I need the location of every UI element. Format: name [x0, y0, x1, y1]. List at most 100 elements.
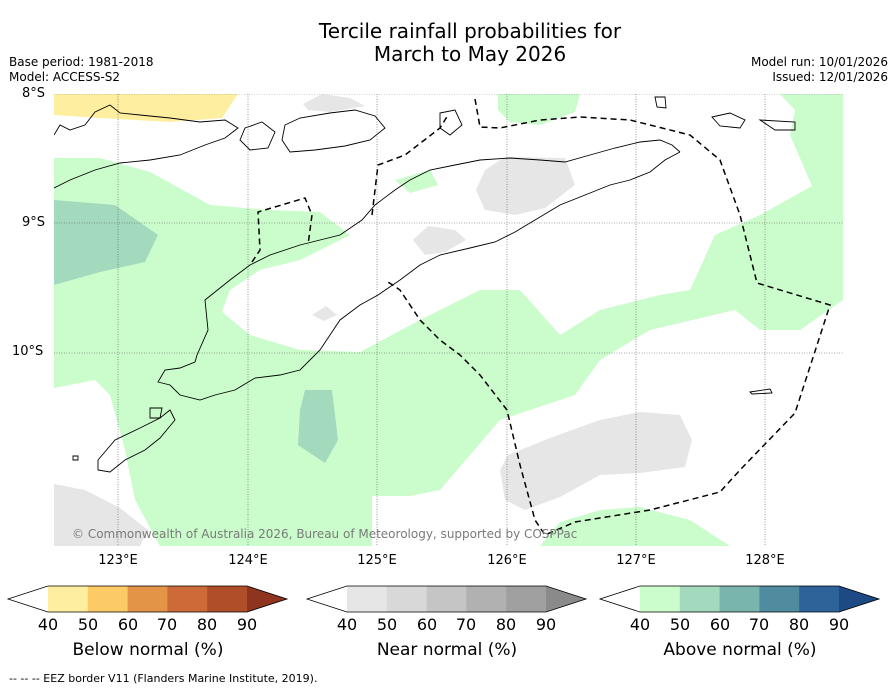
tick-above-90: 90: [828, 615, 850, 634]
tick-below-50: 50: [77, 615, 99, 634]
gridlines: [54, 94, 843, 546]
colorbar-below-outline: [6, 585, 289, 613]
colorbar-above-over-arrow: [839, 586, 879, 612]
colorbar-below-segment-80: [207, 586, 248, 612]
coastline-atauro: [439, 109, 463, 136]
near-normal-patch-4: [312, 306, 337, 321]
lat-label-10s: 10°S: [12, 344, 44, 359]
tick-near-90: 90: [535, 615, 557, 634]
colorbar-near-outline: [305, 585, 588, 613]
eez-line-main: [387, 98, 831, 536]
colorbar-above-segment-60: [719, 586, 760, 612]
colorbar-above-under-arrow: [600, 586, 640, 612]
tick-near-60: 60: [416, 615, 438, 634]
coastline-east-islet: [749, 388, 773, 395]
colorbar-above-segment-80: [799, 586, 840, 612]
model-run: Model run: 10/01/2026: [750, 55, 888, 69]
coastline-babar-2: [758, 119, 796, 131]
tick-near-70: 70: [455, 615, 477, 634]
coastline-pantar: [239, 121, 276, 151]
eez-border: [251, 98, 831, 536]
base-period: Base period: 1981-2018: [9, 55, 154, 69]
above-normal-60-south: [298, 390, 338, 463]
coastline-babar: [711, 112, 746, 129]
colorbar-near-over-arrow: [546, 586, 586, 612]
lon-label-123e: 123°E: [98, 553, 138, 568]
coastline-rote: [97, 409, 176, 473]
colorbar-near-segment-70: [466, 586, 507, 612]
colorbar-below-segment-70: [167, 586, 208, 612]
above-normal-small-patch: [395, 170, 438, 193]
tick-near-50: 50: [376, 615, 398, 634]
tick-below-90: 90: [236, 615, 258, 634]
tick-below-70: 70: [156, 615, 178, 634]
near-normal-patch-5: [500, 412, 692, 510]
coastline-semau: [149, 407, 163, 419]
near-normal-patch-1: [303, 94, 365, 112]
lon-label-128e: 128°E: [745, 553, 785, 568]
title-line-2: March to May 2026: [373, 42, 567, 66]
tick-above-50: 50: [669, 615, 691, 634]
colorbar-near-segment-60: [426, 586, 467, 612]
colorbar-near-normal: [305, 585, 588, 613]
title-line-1: Tercile rainfall probabilities for: [318, 19, 622, 43]
tick-near-80: 80: [495, 615, 517, 634]
eez-line-oecusse: [251, 197, 313, 263]
colorbar-below-under-arrow: [8, 586, 48, 612]
tick-near-40: 40: [336, 615, 358, 634]
colorbar-below-segment-60: [127, 586, 168, 612]
eez-line-wetar: [371, 114, 449, 216]
colorbar-label-above: Above normal (%): [663, 640, 817, 660]
colorbars: [6, 585, 881, 613]
chart-title: Tercile rainfall probabilities for March…: [0, 20, 896, 66]
colorbar-above-segment-70: [759, 586, 800, 612]
tick-below-80: 80: [196, 615, 218, 634]
colorbar-below-normal: [6, 585, 289, 613]
colorbar-near-segment-80: [506, 586, 547, 612]
eez-footnote: -- -- -- EEZ border V11 (Flanders Marine…: [9, 672, 318, 685]
copyright-credit: © Commonwealth of Australia 2026, Bureau…: [72, 527, 578, 541]
colorbar-below-over-arrow: [247, 586, 287, 612]
coastlines: [54, 96, 796, 473]
near-normal-patch-2: [476, 157, 575, 215]
colorbar-near-segment-50: [386, 586, 428, 612]
lon-label-125e: 125°E: [357, 553, 397, 568]
lat-label-9s: 9°S: [22, 215, 46, 230]
lon-label-126e: 126°E: [487, 553, 527, 568]
coastline-timor-south: [157, 151, 681, 401]
colorbar-above-outline: [598, 585, 881, 613]
colorbar-above-segment-40: [640, 586, 681, 612]
lon-label-127e: 127°E: [616, 553, 656, 568]
tick-above-70: 70: [748, 615, 770, 634]
above-normal-south-strip: [540, 507, 730, 546]
coastline-flores-alor: [54, 104, 239, 189]
colorbar-label-near: Near normal (%): [376, 640, 518, 660]
colorbar-below-segment-50: [87, 586, 129, 612]
colorbar-near-segment-40: [347, 586, 388, 612]
tick-above-60: 60: [709, 615, 731, 634]
tick-below-60: 60: [117, 615, 139, 634]
colorbar-near-under-arrow: [307, 586, 347, 612]
lat-label-8s: 8°S: [22, 86, 46, 101]
near-normal-patch-6: [54, 484, 148, 546]
meta-left: Base period: 1981-2018 Model: ACCESS-S2: [9, 55, 154, 85]
above-normal-north-patch: [498, 94, 580, 125]
meta-right: Model run: 10/01/2026 Issued: 12/01/2026: [751, 55, 888, 85]
lon-label-124e: 124°E: [228, 553, 268, 568]
above-normal-60-west: [54, 200, 158, 285]
near-normal-patch-3: [413, 226, 466, 255]
model-name: Model: ACCESS-S2: [9, 70, 121, 84]
coastline-ndao: [72, 455, 79, 461]
colorbar-above-normal: [598, 585, 881, 613]
tick-above-40: 40: [629, 615, 651, 634]
colorbar-label-below: Below normal (%): [72, 640, 224, 660]
tick-above-80: 80: [788, 615, 810, 634]
coastline-wetar-east: [654, 96, 667, 109]
colorbar-above-segment-50: [679, 586, 721, 612]
colorbar-below-segment-40: [48, 586, 89, 612]
issued-date: Issued: 12/01/2026: [772, 70, 888, 84]
below-normal-region: [54, 94, 238, 122]
coastline-timor-north: [196, 139, 681, 356]
map-plot-area: [54, 94, 843, 546]
